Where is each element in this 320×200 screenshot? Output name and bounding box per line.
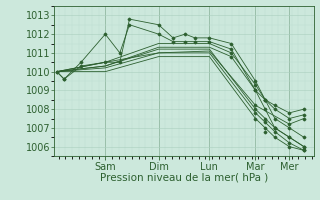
X-axis label: Pression niveau de la mer( hPa ): Pression niveau de la mer( hPa ) (100, 173, 268, 183)
